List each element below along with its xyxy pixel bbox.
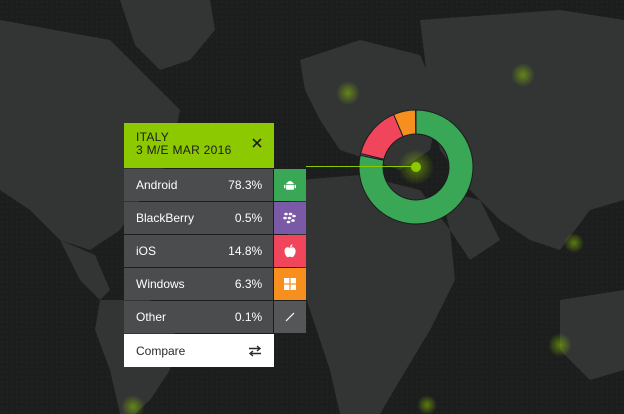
os-share-donut-chart — [358, 109, 474, 225]
platform-row-blackberry[interactable]: BlackBerry 0.5% — [124, 202, 306, 234]
continent-australia — [560, 290, 624, 380]
windows-icon[interactable] — [274, 268, 306, 300]
platform-share: 0.5% — [234, 211, 263, 225]
continent-europe — [300, 40, 440, 170]
platform-name: Other — [136, 310, 167, 324]
country-marker — [511, 63, 535, 87]
country-name: ITALY — [136, 130, 170, 144]
panel-header: ITALY 3 M/E MAR 2016 — [124, 123, 274, 168]
swap-arrows-icon — [248, 344, 262, 357]
platform-name: Android — [136, 178, 178, 192]
platform-name: BlackBerry — [136, 211, 195, 225]
platform-share: 78.3% — [228, 178, 263, 192]
close-icon[interactable] — [250, 136, 264, 150]
country-marker — [548, 333, 572, 357]
platform-name: iOS — [136, 244, 157, 258]
country-panel: ITALY 3 M/E MAR 2016 Android 78.3% Black… — [124, 123, 306, 367]
country-marker — [417, 395, 437, 414]
blackberry-icon[interactable] — [274, 202, 306, 234]
platform-row-other[interactable]: Other 0.1% — [124, 301, 306, 333]
platform-share: 14.8% — [228, 244, 263, 258]
connector-line — [306, 166, 413, 167]
selected-country-marker[interactable] — [411, 162, 421, 172]
platform-row-windows[interactable]: Windows 6.3% — [124, 268, 306, 300]
continent-central-america — [60, 240, 110, 300]
country-marker — [336, 81, 360, 105]
compare-label: Compare — [136, 343, 186, 358]
other-icon[interactable] — [274, 301, 306, 333]
continent-asia — [420, 10, 624, 250]
platform-share: 6.3% — [234, 277, 263, 291]
compare-button[interactable]: Compare — [124, 334, 274, 367]
platform-share: 0.1% — [234, 310, 263, 324]
platform-row-ios[interactable]: iOS 14.8% — [124, 235, 306, 267]
continent-greenland — [120, 0, 215, 70]
continent-africa — [285, 175, 455, 414]
platform-name: Windows — [136, 277, 185, 291]
country-marker — [564, 233, 584, 253]
period-label: 3 M/E MAR 2016 — [136, 143, 232, 157]
donut-slice-android — [358, 109, 474, 225]
android-icon[interactable] — [274, 169, 306, 201]
country-marker — [121, 395, 145, 414]
platform-row-android[interactable]: Android 78.3% — [124, 169, 306, 201]
apple-icon[interactable] — [274, 235, 306, 267]
